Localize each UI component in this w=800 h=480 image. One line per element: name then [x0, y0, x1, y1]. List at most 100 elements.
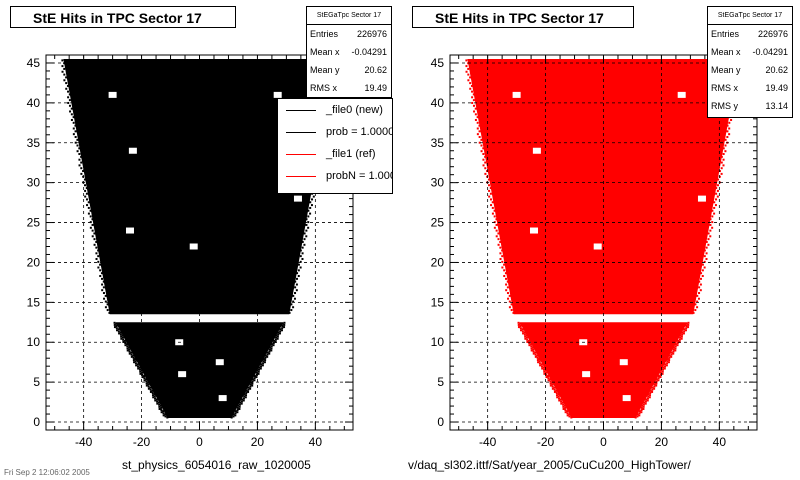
hit-point: [694, 303, 697, 306]
hit-point: [482, 147, 485, 150]
hit-point: [262, 357, 265, 360]
hit-point: [108, 311, 111, 314]
y-tick-label: 15: [431, 295, 445, 309]
hit-point: [522, 332, 525, 335]
hit-point: [126, 349, 129, 352]
hit-point: [253, 377, 256, 380]
hit-region-1: [115, 322, 284, 419]
hit-point: [102, 292, 105, 295]
hit-point: [655, 382, 658, 385]
hit-point: [465, 70, 468, 73]
hit-point: [549, 382, 552, 385]
hit-point: [528, 339, 531, 342]
hit-point: [97, 249, 100, 252]
hit-point: [474, 107, 477, 110]
hit-point: [666, 362, 669, 365]
hit-point: [717, 178, 720, 181]
hit-point: [495, 218, 498, 221]
hit-point: [543, 372, 546, 375]
hit-point: [264, 354, 267, 357]
hit-point: [697, 297, 700, 300]
dead-pad-5: [593, 243, 602, 250]
hit-point: [249, 385, 252, 388]
hit-point: [471, 90, 474, 93]
hit-point: [703, 255, 706, 258]
hit-point: [310, 204, 313, 207]
hit-point: [687, 326, 690, 329]
hit-point: [103, 297, 106, 300]
hit-point: [657, 375, 660, 378]
y-tick-label: 5: [437, 375, 444, 389]
hit-point: [270, 349, 273, 352]
hit-point: [491, 201, 494, 204]
hit-point: [134, 362, 137, 365]
hit-point: [530, 345, 533, 348]
hit-point: [245, 394, 248, 397]
hit-point: [549, 384, 552, 387]
hit-point: [469, 87, 472, 90]
hit-point: [640, 409, 643, 412]
hit-point: [655, 378, 658, 381]
hit-point: [472, 104, 475, 107]
hit-point: [526, 340, 529, 343]
hit-point: [152, 396, 155, 399]
hit-point: [72, 133, 75, 136]
hit-point: [295, 283, 298, 286]
hit-point: [703, 249, 706, 252]
hit-point: [270, 343, 273, 346]
hit-point: [160, 406, 163, 409]
hit-point: [659, 376, 662, 379]
hit-point: [299, 266, 302, 269]
right-stats-box: StEGaTpc Sector 17 Entries 226976 Mean x-…: [707, 6, 793, 118]
hit-point: [99, 269, 102, 272]
hit-point: [728, 133, 731, 136]
hit-point: [160, 409, 163, 412]
hit-point: [532, 348, 535, 351]
hit-point: [520, 329, 523, 332]
hit-point: [113, 323, 116, 326]
hit-point: [137, 367, 140, 370]
hit-point: [91, 218, 94, 221]
hit-point: [124, 339, 127, 342]
hit-point: [245, 389, 248, 392]
hit-point: [698, 280, 701, 283]
hit-point: [493, 221, 496, 224]
y-tick-label: 10: [431, 335, 445, 349]
hit-point: [644, 400, 647, 403]
hit-point: [685, 327, 688, 330]
hit-point: [139, 372, 142, 375]
hit-point: [705, 252, 708, 255]
hit-point: [642, 405, 645, 408]
left-chart-title: StE Hits in TPC Sector 17: [10, 6, 236, 28]
hit-point: [489, 198, 492, 201]
hit-point: [478, 136, 481, 139]
hit-point: [255, 373, 258, 376]
hit-point: [274, 338, 277, 341]
hit-point: [495, 229, 498, 232]
dead-pad-9: [619, 359, 628, 366]
hit-point: [80, 161, 83, 164]
hit-point: [106, 303, 109, 306]
hit-point: [70, 113, 73, 116]
hit-point: [119, 331, 122, 334]
hit-point: [296, 272, 299, 275]
hit-point: [532, 346, 535, 349]
dead-pad-0: [108, 91, 117, 98]
hit-point: [130, 353, 133, 356]
hit-point: [657, 379, 660, 382]
hit-point: [718, 170, 721, 173]
hit-point: [237, 404, 240, 407]
hit-point: [536, 356, 539, 359]
hit-point: [649, 394, 652, 397]
legend-entry-prob: prob = 1.000000: [278, 121, 392, 143]
left-stats-rms-x: RMS x 19.49: [310, 83, 387, 93]
hit-point: [93, 243, 96, 246]
hit-point: [472, 93, 475, 96]
hit-point: [539, 364, 542, 367]
hit-point: [70, 118, 73, 121]
hit-point: [145, 384, 148, 387]
hit-point: [63, 67, 66, 70]
hit-point: [676, 342, 679, 345]
legend-entry-file1: _file1 (ref): [278, 143, 392, 165]
hit-point: [232, 415, 235, 418]
